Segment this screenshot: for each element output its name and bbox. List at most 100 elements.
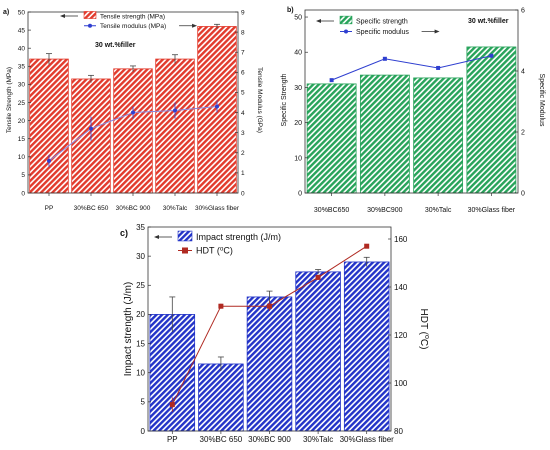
legend-line-marker [88, 23, 92, 28]
y2-tick-label-0: 80 [394, 427, 403, 436]
x-tick-label-0: 30%BC650 [314, 207, 350, 214]
x-tick-label-0: PP [167, 435, 178, 444]
panel-b: 0 10 20 30 40 50 0 2 4 6 30%BC650 30%BC900 30%Talc 30… [281, 7, 545, 214]
y-tick-label-4: 40 [294, 50, 302, 57]
y-tick-label-2: 10 [18, 154, 26, 161]
y2-axis-title: Specific Modulus [538, 74, 545, 127]
y2-tick-label-1: 100 [394, 379, 408, 388]
plot-frame [304, 9, 519, 194]
bar-0 [29, 58, 69, 194]
y-tick-label-9: 45 [18, 27, 26, 34]
legend-line-label-part-1: HDT ( [196, 246, 220, 256]
y-tick-label-4: 20 [136, 310, 145, 319]
bar-3 [295, 271, 341, 432]
annotation: 30 wt.%filler [468, 18, 509, 25]
y-axis-title: Tensile Strength (MPa) [6, 67, 13, 133]
line-point-0 [169, 402, 175, 408]
y-tick-label-0: 0 [298, 190, 302, 197]
line-point-2 [267, 303, 272, 309]
y-tick-label-0: 0 [141, 427, 146, 436]
line-point-3 [173, 108, 177, 113]
y-tick-label-3: 30 [294, 85, 302, 92]
bar-3 [466, 46, 517, 194]
y-tick-label-2: 10 [136, 369, 145, 378]
legend-line-label-part-3: C) [223, 246, 233, 256]
legend-arrow-left-head [316, 19, 321, 23]
bar-1 [198, 363, 244, 432]
y-tick-label-4: 20 [18, 118, 26, 125]
legend-line-marker [344, 29, 348, 34]
y2-tick-label-2: 120 [394, 331, 408, 340]
line-point-2 [436, 65, 441, 70]
y2-tick-label-3: 3 [241, 130, 245, 137]
y2-tick-label-9: 9 [241, 9, 245, 16]
bar-2 [246, 296, 293, 432]
y-tick-label-5: 50 [294, 14, 302, 21]
y2-axis-title-part-1: HDT ( [418, 309, 429, 336]
x-tick-label-1: 30%BC 650 [200, 435, 243, 444]
y2-tick-label-6: 6 [241, 70, 245, 77]
x-tick-label-4: 30%Glass fiber [195, 205, 240, 212]
y-tick-label-5: 25 [136, 281, 145, 290]
line-point-0 [47, 158, 51, 163]
legend-bar-swatch [339, 15, 353, 25]
y-tick-label-2: 20 [294, 120, 302, 127]
y2-tick-label-1: 2 [521, 129, 525, 136]
y-tick-label-1: 5 [141, 398, 146, 407]
bar-2 [413, 77, 464, 194]
y2-axis-title-part-3: C) [418, 339, 429, 350]
y-tick-label-7: 35 [18, 64, 26, 71]
y2-tick-label-3: 6 [521, 7, 525, 14]
x-tick-label-2: 30%Talc [425, 207, 452, 214]
x-tick-label-4: 30%Glass fiber [340, 435, 395, 444]
y2-axis-title-sup: o [423, 335, 430, 339]
legend-line-label-sup: o [220, 246, 224, 253]
bar-2 [113, 68, 153, 194]
bar-1 [359, 74, 410, 194]
y-tick-label-6: 30 [18, 82, 26, 89]
y-tick-label-8: 40 [18, 45, 26, 52]
y-tick-label-3: 15 [18, 136, 26, 143]
y2-tick-label-2: 2 [241, 150, 245, 157]
legend-line-marker [182, 247, 188, 254]
line-point-3 [489, 53, 494, 58]
panel-label: a) [3, 9, 9, 16]
line-point-1 [382, 56, 387, 61]
y2-tick-label-7: 7 [241, 49, 245, 56]
legend-bar-label: Tensile strength (MPa) [100, 13, 165, 20]
x-tick-label-3: 30%Talc [303, 435, 333, 444]
line-point-3 [315, 274, 321, 280]
bar-3 [155, 58, 195, 194]
legend-arrow-right-head [192, 23, 198, 28]
y-tick-label-1: 10 [294, 155, 302, 162]
x-tick-label-2: 30%BC 900 [116, 205, 151, 212]
y2-tick-label-1: 1 [241, 170, 245, 177]
x-tick-label-1: 30%BC 650 [74, 205, 109, 212]
x-tick-label-1: 30%BC900 [367, 207, 403, 214]
panel-c: 0 5 10 15 20 25 30 35 80 100 120 140 160 PP 30%BC 650 3… [120, 223, 430, 444]
legend-line-label: Specific modulus [356, 29, 409, 36]
y2-tick-label-0: 0 [521, 190, 525, 197]
y2-tick-label-0: 0 [241, 190, 245, 197]
legend-bar-swatch [83, 11, 97, 19]
bar-4 [343, 261, 390, 432]
y2-tick-label-3: 140 [394, 283, 408, 292]
y2-tick-label-4: 4 [241, 110, 245, 117]
y-tick-label-5: 25 [18, 100, 26, 107]
legend-arrow-left-head [60, 14, 65, 18]
y2-tick-label-5: 5 [241, 90, 245, 97]
y-tick-label-1: 5 [21, 172, 25, 179]
bar-0 [306, 83, 357, 194]
y-axis-title: Specific Strength [281, 73, 288, 126]
x-tick-label-3: 30%Talc [163, 205, 188, 212]
y2-tick-label-2: 4 [521, 68, 525, 75]
line-point-4 [364, 243, 370, 249]
x-tick-label-0: PP [45, 205, 54, 212]
y-axis-title: Impact strength (J/m) [123, 282, 134, 376]
y2-tick-label-8: 8 [241, 29, 245, 36]
x-tick-label-2: 30%BC 900 [248, 435, 291, 444]
line-point-1 [89, 126, 93, 131]
